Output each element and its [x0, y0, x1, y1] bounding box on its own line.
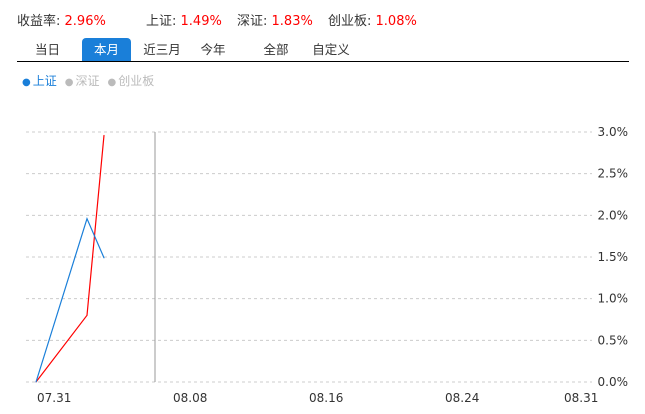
legend-cyb[interactable]: ● 创业板: [107, 74, 155, 88]
y-tick-label: 1.5%: [598, 250, 629, 264]
x-tick-label: 08.08: [173, 391, 207, 405]
x-tick-label: 08.24: [445, 391, 479, 405]
tab-today[interactable]: 当日: [34, 42, 60, 57]
tab-custom[interactable]: 自定义: [312, 42, 350, 57]
stat-cyb: 创业板: 1.08%: [328, 14, 417, 29]
data-point: [86, 218, 88, 220]
period-tabs: 当日 本月 近三月 今年 全部 自定义: [17, 38, 629, 62]
x-tick-label: 08.16: [309, 391, 343, 405]
y-tick-label: 2.5%: [598, 167, 629, 181]
legend-sz[interactable]: ● 深证: [64, 74, 100, 88]
y-tick-label: 0.0%: [598, 375, 629, 389]
series-line: [35, 135, 105, 383]
stat-sh: 上证: 1.49%: [146, 14, 222, 29]
stat-sz: 深证: 1.83%: [237, 14, 313, 29]
stats-bar: 收益率: 2.96% 上证: 1.49% 深证: 1.83% 创业板: 1.08…: [17, 10, 417, 29]
tab-all[interactable]: 全部: [263, 42, 289, 57]
tab-year[interactable]: 今年: [200, 42, 226, 57]
tab-3months[interactable]: 近三月: [143, 42, 181, 57]
stat-return: 收益率: 2.96%: [17, 14, 106, 29]
y-tick-label: 2.0%: [598, 208, 629, 222]
dot-icon: ●: [22, 77, 31, 88]
data-point: [86, 314, 88, 316]
dot-icon: ●: [64, 77, 74, 88]
data-point: [35, 381, 37, 383]
tab-month[interactable]: 本月: [82, 38, 131, 61]
x-tick-label: 08.31: [564, 391, 598, 405]
chart-legend: ● 上证 ● 深证 ● 创业板: [22, 72, 154, 89]
x-tick-label: 07.31: [37, 391, 71, 405]
dot-icon: ●: [107, 77, 117, 88]
data-point: [103, 134, 105, 136]
y-tick-label: 3.0%: [598, 125, 629, 139]
y-tick-label: 0.5%: [598, 333, 629, 347]
legend-sh[interactable]: ● 上证: [22, 74, 57, 88]
y-tick-label: 1.0%: [598, 292, 629, 306]
data-point: [103, 257, 105, 259]
